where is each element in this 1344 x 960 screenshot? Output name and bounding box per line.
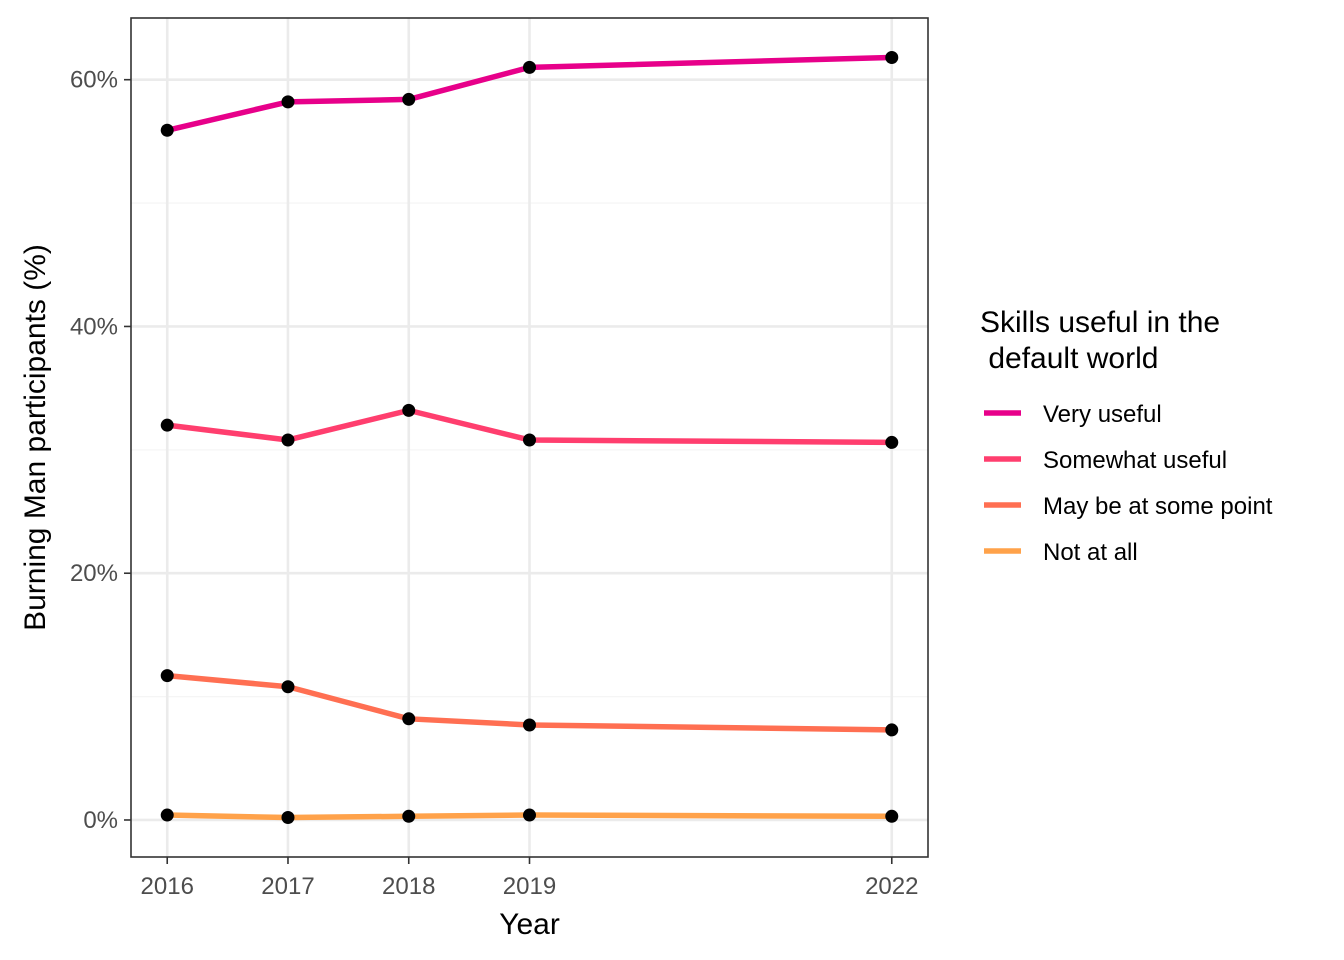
y-tick-label: 40% — [70, 313, 118, 340]
legend-label-0: Very useful — [1043, 401, 1162, 428]
data-point — [160, 418, 174, 432]
data-point — [160, 123, 174, 137]
data-point — [160, 808, 174, 822]
data-point — [281, 95, 295, 109]
legend-label-1: Somewhat useful — [1043, 447, 1227, 474]
y-tick-label: 20% — [70, 560, 118, 587]
data-point — [281, 680, 295, 694]
y-axis-title: Burning Man participants (%) — [19, 244, 52, 631]
x-tick-label: 2018 — [382, 873, 435, 900]
data-point — [160, 669, 174, 683]
data-point — [523, 60, 536, 74]
x-axis-title: Year — [499, 908, 560, 941]
y-tick-label: 0% — [83, 807, 118, 834]
legend-label-3: Not at all — [1043, 539, 1138, 566]
data-point — [402, 809, 416, 823]
y-axis: 0% 20% 40% 60% — [70, 67, 131, 834]
x-tick-label: 2022 — [865, 873, 918, 900]
data-point — [402, 403, 416, 417]
legend-label-2: May be at some point — [1043, 493, 1273, 520]
data-point — [885, 723, 899, 737]
legend-title-line-2: default world — [980, 342, 1158, 375]
data-point — [523, 433, 536, 447]
data-point — [885, 435, 899, 449]
data-point — [402, 92, 416, 106]
data-point — [523, 808, 536, 822]
data-point — [523, 718, 536, 732]
x-axis: 2016 2017 2018 2019 2022 — [141, 857, 918, 900]
legend: Skills useful in the default world Very … — [980, 306, 1273, 566]
data-point — [281, 811, 295, 825]
y-tick-label: 60% — [70, 67, 118, 94]
data-point — [281, 433, 295, 447]
data-point — [402, 712, 416, 726]
series-points — [160, 50, 899, 825]
x-tick-label: 2016 — [141, 873, 194, 900]
legend-title-line-1: Skills useful in the — [980, 306, 1220, 339]
x-tick-label: 2019 — [503, 873, 556, 900]
x-tick-label: 2017 — [261, 873, 314, 900]
data-point — [885, 50, 899, 64]
legend-items: Very useful Somewhat useful May be at some… — [984, 401, 1273, 566]
data-point — [885, 809, 899, 823]
